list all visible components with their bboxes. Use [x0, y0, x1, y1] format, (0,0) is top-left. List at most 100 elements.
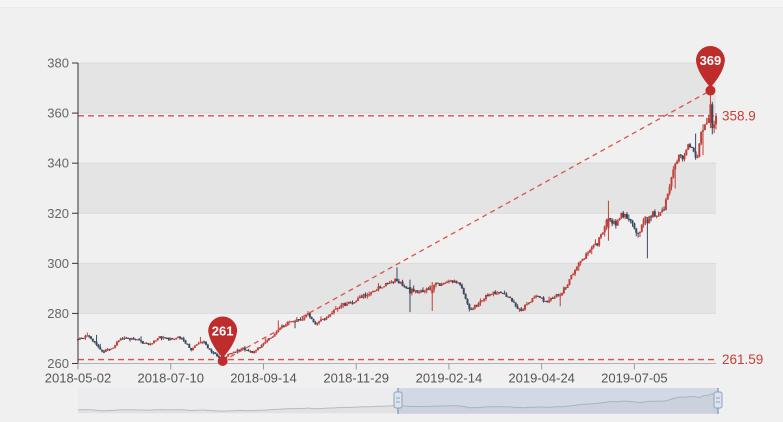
candle-body [696, 157, 699, 159]
x-tick-label: 2018-09-14 [230, 371, 297, 386]
candle-body [442, 283, 445, 285]
candle-body [559, 295, 562, 297]
navigator-area [78, 393, 718, 413]
candle-body [166, 337, 169, 339]
navigator-handle-left[interactable] [393, 388, 403, 414]
candle-body [390, 281, 393, 283]
candle-body [588, 249, 591, 253]
candle-body [618, 218, 621, 221]
candle-body [433, 285, 436, 290]
candle-body [327, 316, 330, 318]
candle-body [358, 296, 361, 299]
candle-body [323, 318, 326, 320]
candle-body [561, 293, 564, 296]
candle-body [679, 154, 682, 156]
candle-body [605, 219, 608, 227]
candle-body [579, 260, 582, 263]
candle-body [499, 291, 502, 294]
handle-grip[interactable] [393, 391, 403, 409]
candle-body [89, 336, 92, 339]
candle-body [104, 349, 107, 352]
candle-body [119, 338, 122, 341]
candle-body [592, 245, 595, 248]
candle-body [334, 308, 337, 310]
candle-body [683, 155, 686, 160]
candle-body [243, 347, 246, 350]
candle-body [297, 319, 300, 321]
candle-body [256, 347, 259, 351]
candle-body [216, 353, 219, 357]
candle-body [570, 274, 573, 280]
candle-body [203, 341, 206, 343]
handle-grip[interactable] [713, 391, 723, 409]
trend-dashed-line [222, 89, 711, 362]
candle-body [614, 221, 617, 226]
candle-body [149, 344, 152, 346]
candle-body [525, 304, 528, 306]
band [78, 63, 716, 114]
candle-body [375, 290, 378, 292]
candle-body [366, 295, 369, 297]
candle-body [371, 290, 374, 293]
navigator-handle-right[interactable] [713, 388, 723, 414]
candle-body [407, 287, 410, 290]
candle-body [444, 282, 447, 285]
candle-body [392, 281, 395, 283]
candle-body [414, 290, 417, 292]
candle-body [711, 104, 714, 129]
candle-body [477, 303, 480, 307]
candle-body [253, 351, 256, 354]
candle-body [557, 294, 560, 296]
candle-body [447, 280, 450, 283]
candle-body [612, 221, 615, 224]
candle-body [535, 295, 538, 298]
candle-body [631, 220, 634, 224]
candle-body [568, 279, 571, 285]
candle-body [397, 281, 400, 284]
candle-body [616, 220, 619, 226]
candle-body [138, 339, 141, 341]
candle-body [153, 340, 156, 344]
plot-area[interactable] [78, 63, 716, 364]
candle-body [141, 341, 144, 344]
price-plotlines [78, 115, 716, 361]
navigator[interactable] [77, 388, 723, 414]
candle-body [288, 321, 291, 323]
candle-body [329, 314, 332, 317]
candle-body [97, 345, 100, 348]
candle-body [685, 149, 688, 156]
x-tick-label: 2019-04-24 [508, 371, 575, 386]
candle-body [462, 288, 465, 294]
candle-body [355, 300, 358, 303]
candle-body [95, 341, 98, 346]
candle-body [702, 130, 705, 132]
candle-body [188, 344, 191, 348]
candle-body [551, 297, 554, 299]
candle-body [262, 343, 265, 346]
candle-body [651, 211, 654, 218]
candle-body [566, 284, 569, 288]
candle-body [184, 340, 187, 344]
candle-body [286, 321, 289, 326]
candle-body [306, 313, 309, 315]
candle-body [601, 232, 604, 235]
candle-body [127, 337, 130, 339]
candle-body [475, 305, 478, 307]
candle-body [418, 292, 421, 294]
y-tick-label: 380 [47, 56, 69, 71]
candle-body [353, 302, 356, 304]
pin-label: 369 [700, 53, 722, 68]
candle-body [575, 266, 578, 271]
candle-body [370, 292, 373, 295]
candle-body [546, 300, 549, 303]
candle-body [538, 296, 541, 298]
candle-body [199, 342, 202, 344]
candle-body [249, 351, 252, 353]
candle-body [164, 337, 167, 339]
navigator-window[interactable] [398, 388, 718, 414]
price-line-labels: 358.9 261.59 [722, 108, 763, 367]
candle-body [486, 294, 489, 297]
candlestick-series [77, 90, 717, 361]
candle-body [692, 147, 695, 152]
candle-body [271, 336, 274, 338]
